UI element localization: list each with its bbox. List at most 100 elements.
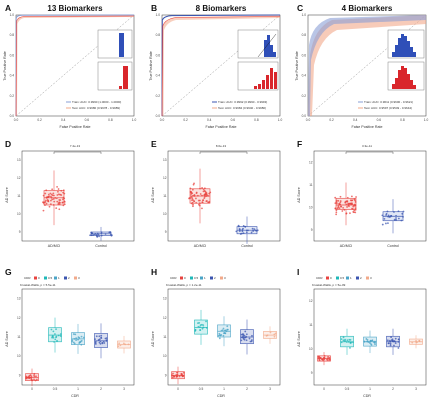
cdr-1-point <box>80 343 83 346</box>
x-tick-label: 2 <box>392 387 394 391</box>
ad-mci-point <box>62 189 65 192</box>
control-point <box>100 234 103 237</box>
x-tick-label: 0.5 <box>53 387 58 391</box>
cdr-2-point <box>394 342 397 345</box>
control-point <box>251 227 254 230</box>
ad-mci-point <box>335 211 338 214</box>
x-tick-label: 0.6 <box>231 118 236 122</box>
ad-mci-point <box>198 204 201 207</box>
ad-mci-point <box>203 197 206 200</box>
inset-train <box>97 29 133 59</box>
cdr-legend: CDR 0 0.5 1 2 3 <box>316 276 372 280</box>
x-tick-label: 0.6 <box>377 118 382 122</box>
control-point <box>242 232 245 235</box>
legend-entry: 3 <box>370 276 372 280</box>
plot-area: 9 10 11 12 13 <box>163 150 281 244</box>
y-axis-label: True Positive Rate <box>3 51 7 80</box>
cdr-0.5-point <box>342 339 345 342</box>
panel-letter: F <box>297 139 302 149</box>
ad-mci-point <box>352 211 355 213</box>
legend-title: CDR <box>170 276 177 280</box>
ad-mci-point <box>354 208 357 211</box>
cdr-1-point <box>79 340 82 343</box>
ad-mci-point <box>56 200 59 203</box>
cdr-2-point <box>242 336 245 339</box>
category-ad: AD/MCI <box>340 244 353 248</box>
y-tick-label: 0.2 <box>10 94 15 98</box>
cdr-2-point <box>245 339 248 342</box>
y-tick-label: 1.0 <box>156 13 161 17</box>
ad-mci-point <box>56 185 58 188</box>
cdr-0.5-point <box>54 338 57 341</box>
cdr-0-point <box>181 375 184 378</box>
cdr-2-point <box>243 336 246 339</box>
ad-mci-point <box>62 204 65 207</box>
category-control: Control <box>387 244 399 248</box>
cdr-0-point <box>327 355 329 358</box>
test-roc-curve <box>161 16 281 117</box>
plot-frame <box>167 288 281 386</box>
cdr-0-point <box>35 375 37 378</box>
cdr-0.5-point <box>348 338 351 341</box>
kruskal-wallis-label: Kruskal-Wallis, p = 1.2e-11 <box>166 283 202 287</box>
ad-mci-point <box>354 207 357 210</box>
ad-mci-point <box>62 198 64 201</box>
cdr-1-point <box>77 336 80 339</box>
cdr-0.5-point <box>59 333 62 335</box>
cdr-2-point <box>94 338 96 341</box>
ad-mci-point <box>355 196 357 198</box>
cdr-2-point <box>98 341 101 344</box>
cdr-2-point <box>249 340 252 343</box>
cdr-3-point <box>273 335 276 338</box>
control-point <box>96 232 99 235</box>
roc-panel-b: B 8 Biomarkers Train: AUC: 0.9992 (0.999… <box>149 3 282 129</box>
cdr-0.5-point <box>194 328 197 331</box>
control-point <box>90 234 93 237</box>
cdr-0-point <box>30 379 33 381</box>
inset-train <box>237 29 279 59</box>
ad-mci-point <box>338 207 341 210</box>
ad-mci-point <box>191 197 194 200</box>
y-tick-label: 9 <box>165 230 167 234</box>
inset-test <box>97 61 133 91</box>
panel-letter: H <box>151 267 157 277</box>
ad-mci-point <box>51 198 54 201</box>
y-tick-label: 13 <box>17 158 21 162</box>
cdr-1-point <box>226 325 229 328</box>
ad-mci-point <box>345 212 348 215</box>
control-point <box>386 210 389 213</box>
p-value: 8.6e-13 <box>216 144 227 148</box>
legend-entry: 2 <box>360 276 362 280</box>
significance-bracket <box>199 151 248 154</box>
ad-mci-point <box>189 187 192 190</box>
control-point <box>393 211 395 213</box>
ad-mci-point <box>49 192 52 195</box>
x-tick-label: 2 <box>100 387 102 391</box>
control-point <box>385 214 387 216</box>
y-tick-label: 9 <box>311 228 313 232</box>
cdr-0.5-point <box>340 341 343 344</box>
legend-entry: 2 <box>68 276 70 280</box>
ad-mci-point <box>199 193 202 195</box>
legend-swatch <box>336 276 339 280</box>
ad-mci-point <box>350 195 353 198</box>
x-ticks: 0.0 0.2 0.4 0.6 0.8 1.0 <box>306 118 429 122</box>
cdr-0-point <box>34 379 37 382</box>
control-point <box>242 227 244 230</box>
x-tick-label: 0.8 <box>400 118 405 122</box>
cdr-0-point <box>318 358 321 361</box>
ad-mci-point <box>348 205 350 208</box>
cdr-0-point <box>321 358 324 361</box>
ad-mci-point <box>336 207 339 210</box>
cdr-1-point <box>366 339 369 341</box>
kruskal-wallis-label: Kruskal-Wallis, p = 5e-09 <box>312 283 346 287</box>
plot-frame <box>167 150 281 242</box>
control-point <box>93 233 96 236</box>
x-tick-label: 0.5 <box>199 387 204 391</box>
cdr-3-point <box>411 341 414 344</box>
cdr-1-point <box>219 334 221 337</box>
ad-mci-point <box>55 207 58 210</box>
